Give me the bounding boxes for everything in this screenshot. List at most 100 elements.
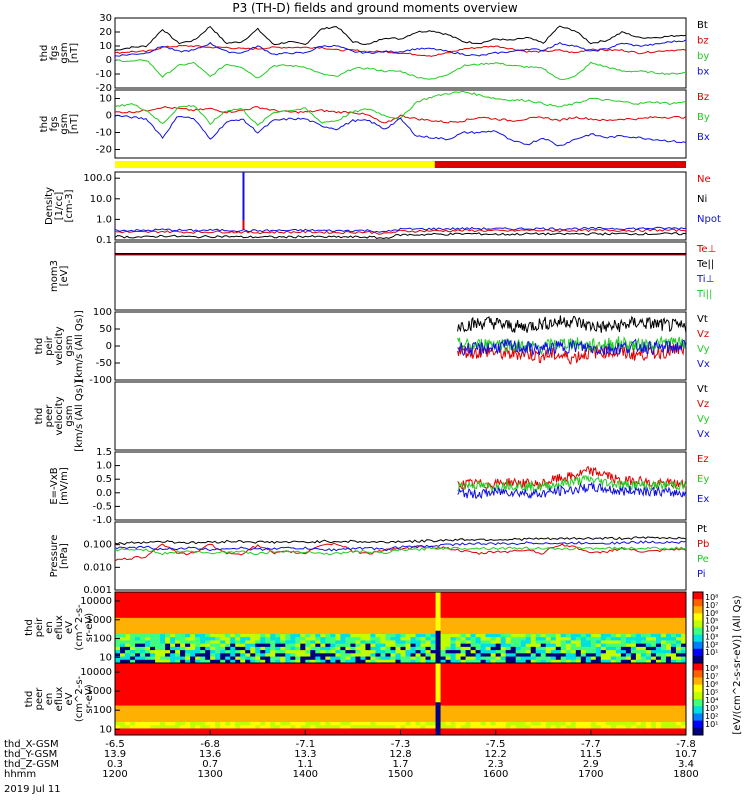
spectrogram-cell [640,598,647,603]
spectrogram-cell [205,659,211,664]
spectrogram-cell [415,702,422,707]
spectrogram-cell [175,601,181,606]
spectrogram-cell [560,643,567,648]
spectrogram-cell [520,646,527,651]
spectrogram-cell [570,633,577,638]
spectrogram-cell [470,676,477,680]
spectrogram-cell [305,708,311,713]
spectrogram-cell [665,604,672,609]
spectrogram-cell [155,663,161,667]
spectrogram-cell [505,718,512,723]
spectrogram-cell [320,715,326,720]
spectrogram-cell [535,633,542,638]
spectrogram-cell [400,685,407,690]
spectrogram-cell [320,725,326,729]
spectrogram-cell [135,705,141,710]
spectrogram-cell [565,689,572,693]
spectrogram-cell [435,598,442,603]
spectrogram-cell [535,695,542,700]
spectrogram-cell [575,611,582,616]
spectrogram-cell [665,630,672,635]
spectrogram-cell [175,721,181,726]
spectrogram-cell [255,653,261,658]
spectrogram-cell [310,695,316,700]
spectrogram-cell [185,666,191,671]
spectrogram-cell [330,608,336,612]
spectrogram-cell [325,699,331,703]
spectrogram-cell [235,682,241,687]
spectrogram-cell [415,689,422,693]
series-0-bx [114,39,687,57]
spectrogram-cell [570,672,577,677]
spectrogram-cell [340,650,346,654]
spectrogram-cell [385,685,391,690]
spectrogram-cell [120,611,126,616]
spectrogram-cell [500,598,507,603]
spectrogram-cell [130,633,136,638]
spectrogram-cell [395,640,401,645]
spectrogram-cell [645,630,652,635]
spectrogram-cell [435,702,442,707]
spectrogram-cell [605,611,612,616]
spectrogram-cell [345,669,351,674]
spectrogram-cell [565,672,572,677]
spectrogram-cell [470,637,477,641]
spectrogram-cell [315,601,321,606]
spectrogram-cell [540,595,547,599]
spectrogram-cell [465,669,472,674]
spectrogram-cell [210,676,216,680]
spectrogram-cell [430,608,437,612]
spectrogram-cell [310,614,316,619]
spectrogram-cell [435,685,442,690]
spectrogram-cell [560,682,567,687]
spectrogram-cell [335,592,341,596]
spectrogram-cell [490,702,497,707]
spectrogram-cell [365,672,371,677]
spectrogram-cell [450,627,457,632]
spectrogram-cell [200,685,206,690]
spectrogram-cell [315,592,321,596]
spectrogram-cell [140,663,146,667]
spectrogram-cell [335,633,341,638]
spectrogram-cell [300,604,306,609]
spectrogram-cell [255,646,261,651]
spectrogram-cell [435,656,442,661]
spectrogram-cell [170,653,176,658]
spectrogram-cell [385,689,391,693]
spectrogram-cell [500,646,507,651]
spectrogram-cell [310,592,316,596]
spectrogram-cell [140,637,146,641]
spectrogram-cell [125,669,131,674]
spectrogram-cell [635,592,642,596]
spectrogram-cell [180,592,186,596]
spectrogram-cell [365,640,371,645]
spectrogram-cell [315,624,321,628]
spectrogram-cell [220,731,226,736]
spectrogram-cell [475,633,482,638]
spectrogram-cell [575,595,582,599]
spectrogram-cell [245,595,251,599]
spectrogram-cell [355,630,361,635]
spectrogram-cell [450,705,457,710]
spectrogram-cell [285,715,291,720]
spectrogram-cell [660,614,667,619]
spectrogram-cell [230,601,236,606]
spectrogram-cell [295,624,301,628]
spectrogram-cell [220,699,226,703]
spectrogram-cell [215,718,221,723]
spectrogram-cell [350,728,356,733]
spectrogram-cell [335,614,341,619]
spectrogram-cell [130,650,136,654]
spectrogram-cell [275,708,281,713]
spectrogram-cell [285,676,291,680]
spectrogram-cell [565,621,572,625]
spectrogram-cell [400,715,407,720]
spectrogram-cell [490,617,497,622]
spectrogram-cell [270,695,276,700]
spectrogram-cell [185,692,191,697]
ylabel-7-1: [nPa] [59,543,70,569]
spectrogram-cell [665,640,672,645]
spectrogram-cell [250,595,256,599]
spectrogram-cell [230,598,236,603]
spectrogram-cell [355,611,361,616]
